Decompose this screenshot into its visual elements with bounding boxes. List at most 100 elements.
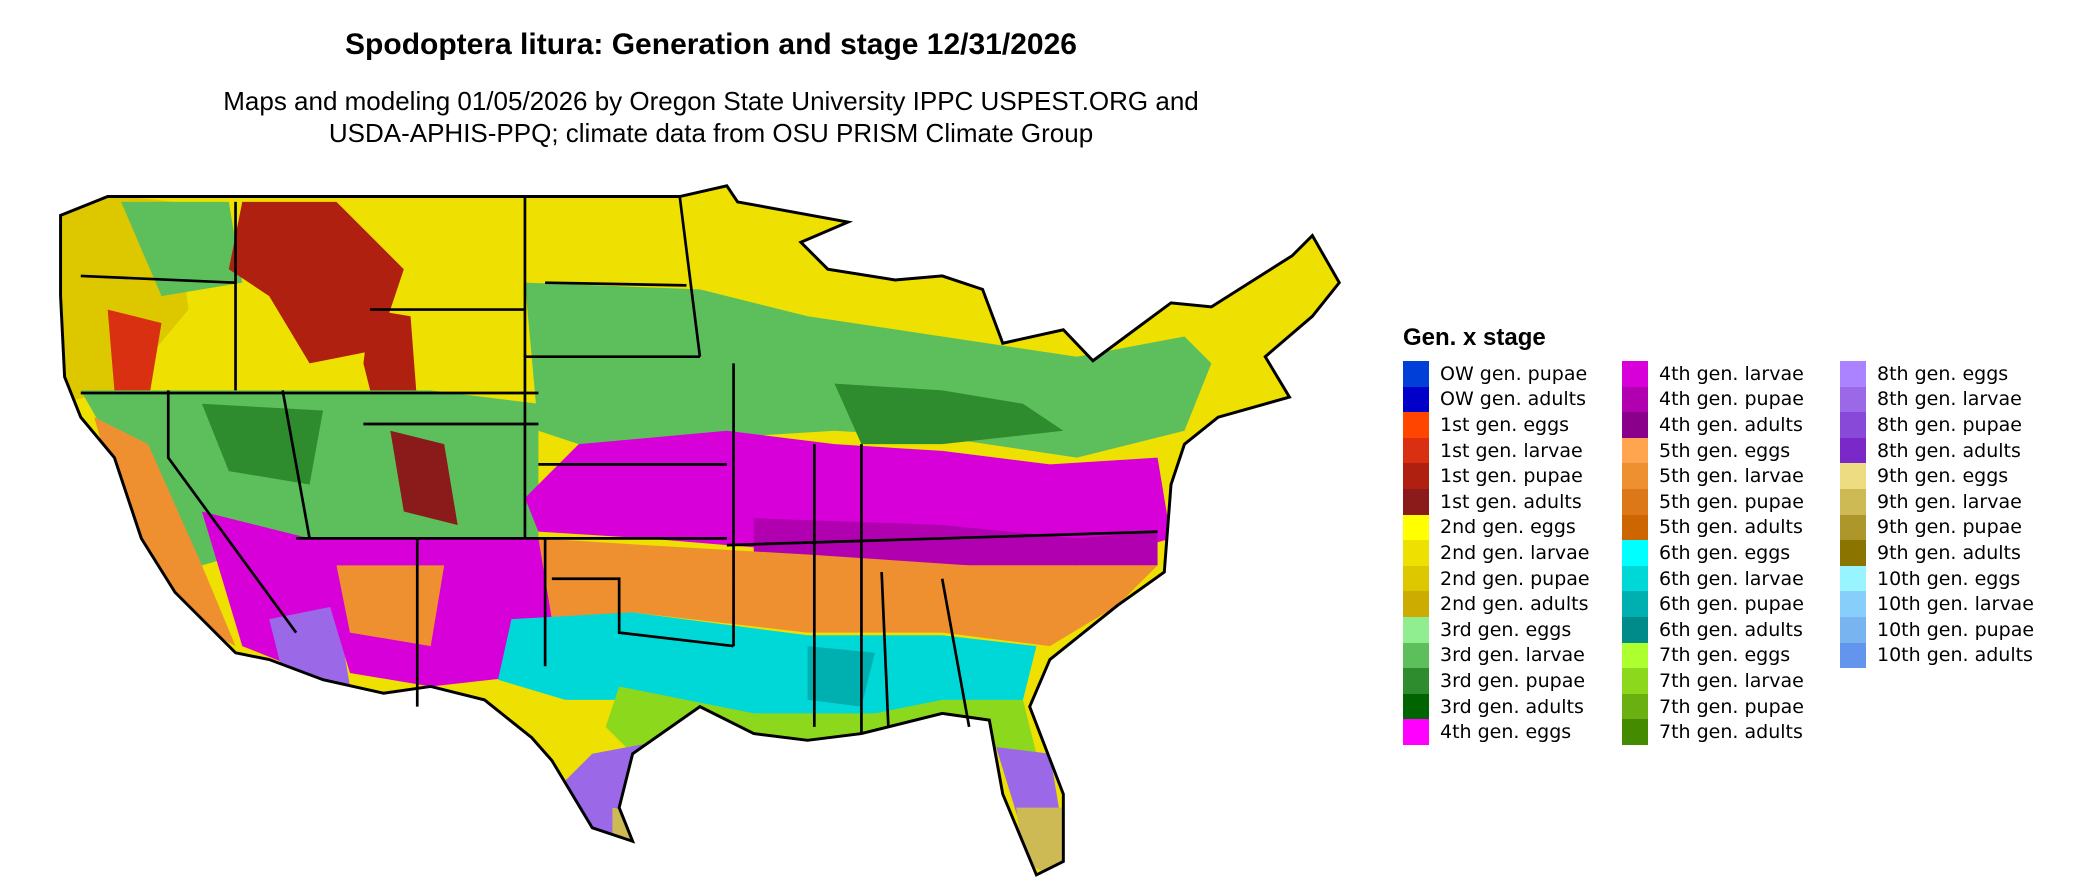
legend-swatch <box>1622 437 1648 464</box>
legend-swatch <box>1622 668 1648 694</box>
map-subtitle-line-2: USDA-APHIS-PPQ; climate data from OSU PR… <box>328 118 1094 148</box>
legend-item: 4th gen. larvae <box>1622 361 1804 387</box>
legend-label: 6th gen. larvae <box>1659 567 1804 590</box>
legend-item: 6th gen. larvae <box>1622 565 1804 592</box>
legend-item: OW gen. adults <box>1403 386 1590 413</box>
legend-item: 6th gen. eggs <box>1622 540 1804 566</box>
legend-label: 9th gen. pupae <box>1877 516 2022 539</box>
legend-column: 4th gen. larvae 4th gen. pupae 4th gen. ad… <box>1622 361 1804 745</box>
legend-swatch <box>1403 616 1429 643</box>
legend-label: 2nd gen. pupae <box>1440 567 1590 590</box>
legend-label: 7th gen. pupae <box>1659 695 1804 718</box>
legend-item: 7th gen. eggs <box>1622 642 1804 669</box>
legend-item: 7th gen. pupae <box>1622 693 1804 720</box>
legend-swatch <box>1403 412 1429 438</box>
legend-swatch <box>1622 616 1648 643</box>
region-1st-gen-larvae <box>107 309 162 404</box>
legend-label: 8th gen. eggs <box>1877 362 2009 385</box>
legend-swatch <box>1622 386 1648 413</box>
legend-label: 7th gen. larvae <box>1659 669 1804 692</box>
legend-item: 1st gen. adults <box>1403 488 1590 515</box>
legend-swatch <box>1840 591 1866 617</box>
legend-item: 10th gen. larvae <box>1840 591 2034 617</box>
legend-swatch <box>1403 437 1429 464</box>
legend-swatch <box>1840 463 1866 489</box>
legend-swatch <box>1622 412 1648 438</box>
region-5th-gen-larvae <box>94 417 236 647</box>
legend-label: 4th gen. eggs <box>1440 721 1572 744</box>
legend-label: 5th gen. adults <box>1659 516 1803 539</box>
legend-item: 5th gen. eggs <box>1622 437 1804 464</box>
legend-item: 5th gen. pupae <box>1622 488 1804 515</box>
legend-swatch <box>1403 463 1429 489</box>
legend-label: 10th gen. pupae <box>1877 618 2035 641</box>
legend-item: 5th gen. adults <box>1622 514 1804 541</box>
legend-label: 3rd gen. larvae <box>1440 644 1585 667</box>
legend-label: OW gen. adults <box>1440 388 1587 411</box>
legend-item: 9th gen. pupae <box>1840 514 2034 541</box>
legend-swatch <box>1840 540 1866 566</box>
legend-swatch <box>1622 463 1648 489</box>
legend-item: 2nd gen. eggs <box>1403 514 1590 541</box>
legend-swatch <box>1840 642 1866 669</box>
legend-swatch <box>1622 514 1648 541</box>
legend-label: 6th gen. adults <box>1659 618 1803 641</box>
legend-swatch <box>1840 488 1866 515</box>
legend-item: 6th gen. adults <box>1622 616 1804 643</box>
legend-label: 2nd gen. adults <box>1440 593 1589 616</box>
legend-item: 8th gen. adults <box>1840 437 2034 464</box>
legend-swatch <box>1403 719 1429 745</box>
state-borders <box>80 196 1158 734</box>
legend-label: 3rd gen. adults <box>1440 695 1584 718</box>
legend-label: 4th gen. adults <box>1659 413 1803 436</box>
legend-item: 9th gen. eggs <box>1840 463 2034 489</box>
legend-label: 3rd gen. pupae <box>1440 669 1586 692</box>
legend-swatch <box>1403 693 1429 720</box>
legend-label: 6th gen. eggs <box>1659 541 1791 564</box>
legend-item: 4th gen. pupae <box>1622 386 1804 413</box>
legend-swatch <box>1403 386 1429 413</box>
legend-swatch <box>1840 361 1866 387</box>
legend-column: 8th gen. eggs 8th gen. larvae 8th gen. pup… <box>1840 361 2035 669</box>
map-subtitle-line-1: Maps and modeling 01/05/2026 by Oregon S… <box>223 86 1199 116</box>
legend-item: 9th gen. larvae <box>1840 488 2034 515</box>
legend-swatch <box>1622 488 1648 515</box>
legend-swatch <box>1622 693 1648 720</box>
region-1st-gen-pupae <box>228 201 404 364</box>
legend-label: 1st gen. adults <box>1440 490 1582 513</box>
legend-item: 8th gen. pupae <box>1840 412 2034 438</box>
legend-label: 8th gen. pupae <box>1877 413 2022 436</box>
region-1st-gen-pupae <box>363 309 418 418</box>
us-outline <box>59 184 1342 877</box>
legend-swatch <box>1403 565 1429 592</box>
legend-label: 4th gen. larvae <box>1659 362 1804 385</box>
legend-item: 9th gen. adults <box>1840 540 2034 566</box>
legend-item: 1st gen. pupae <box>1403 463 1590 489</box>
legend-label: 1st gen. pupae <box>1440 465 1583 488</box>
legend-label: 2nd gen. eggs <box>1440 516 1576 539</box>
legend-label: 9th gen. eggs <box>1877 465 2009 488</box>
legend-item: 3rd gen. pupae <box>1403 668 1590 694</box>
legend-label: 6th gen. pupae <box>1659 593 1804 616</box>
legend-label: 10th gen. larvae <box>1877 593 2034 616</box>
legend-swatch <box>1403 540 1429 566</box>
region-3rd-gen-larvae <box>121 201 243 297</box>
map-title: Spodoptera litura: Generation and stage … <box>345 28 1077 61</box>
legend-item: 2nd gen. larvae <box>1403 540 1590 566</box>
legend-item: 1st gen. eggs <box>1403 412 1590 438</box>
legend-swatch <box>1840 386 1866 413</box>
legend-label: 7th gen. adults <box>1659 721 1803 744</box>
legend-item: 10th gen. adults <box>1840 642 2034 669</box>
legend-item: 2nd gen. adults <box>1403 591 1590 617</box>
legend-item: 3rd gen. larvae <box>1403 642 1590 669</box>
legend-swatch <box>1403 642 1429 669</box>
legend-label: 2nd gen. larvae <box>1440 541 1590 564</box>
region-1st-gen-adults <box>390 430 458 525</box>
legend-item: 7th gen. adults <box>1622 719 1804 745</box>
legend-label: OW gen. pupae <box>1440 362 1588 385</box>
legend-item: 8th gen. larvae <box>1840 386 2034 413</box>
legend-item: 4th gen. eggs <box>1403 719 1590 745</box>
legend-item: 2nd gen. pupae <box>1403 565 1590 592</box>
